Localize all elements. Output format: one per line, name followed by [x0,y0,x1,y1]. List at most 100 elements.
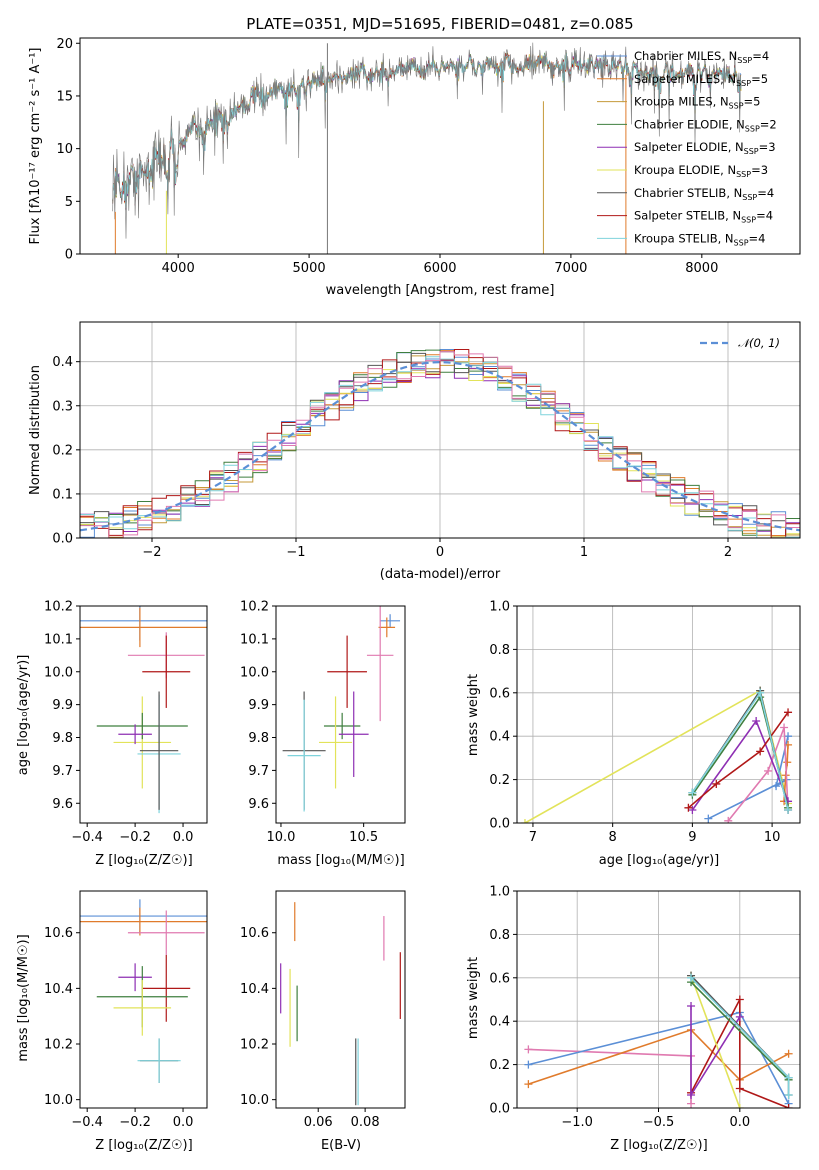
x-tick-label: −2 [142,545,161,560]
axes-frame [79,890,208,1109]
y-tick-label: 15 [56,89,73,104]
wAge-ylabel: mass weight [466,674,481,756]
plot-area [524,971,793,1108]
y-tick-label: 9.7 [52,764,73,779]
weight-point-marker [688,788,697,797]
x-tick-label: 10 [764,830,781,845]
x-tick-label: 10.0 [266,830,295,845]
weight-point-marker [784,1090,793,1099]
weight-point-marker [784,805,793,814]
weight-point-marker [684,803,693,812]
mass-vs-extinction-plot: E(B-V) 0.06 0.08 10.0 10.2 10.4 10.6 [240,890,406,1153]
axes-frame [79,605,208,824]
axes-frame [79,37,801,255]
weight-series-line [690,975,741,1108]
weight-point-marker [735,995,744,1004]
weight-point-marker [687,1090,696,1099]
y-tick-label: 9.9 [248,698,269,713]
weight-series-line [690,981,790,1081]
y-tick-label: 1.0 [489,885,510,900]
weight-series-line [690,999,789,1108]
y-tick-label: 0.0 [489,1102,510,1117]
y-tick-label: 9.7 [248,764,269,779]
legend-entry: Salpeter ELODIE, NSSP=3 [634,140,776,156]
weight-series-line [727,727,789,822]
weight-point-marker [687,973,696,982]
y-tick-label: 9.8 [52,731,73,746]
y-tick-label: 0.4 [52,355,73,370]
legend-entry: Kroupa MILES, NSSP=5 [634,95,760,111]
spectrum-xlabel: wavelength [Angstrom, rest frame] [326,283,555,298]
weight-point-marker [784,1104,793,1108]
y-tick-label: 1.0 [489,600,510,615]
weight-point-marker [704,814,713,823]
x-tick-label: −0.5 [643,1115,675,1130]
y-tick-label: 0.4 [489,730,510,745]
x-tick-label: −0.4 [71,830,103,845]
residual-histogram: (data-model)/error Normed distribution −… [28,321,801,582]
plot-area [80,349,800,538]
y-tick-label: 0.4 [489,1015,510,1030]
y-tick-label: 10.0 [44,1093,73,1108]
weight-point-marker [784,1073,793,1082]
weight-point-marker [687,1002,696,1011]
weight-point-marker [764,766,773,775]
y-tick-label: 10.6 [240,926,269,941]
axes-frame [516,605,801,824]
weight-point-marker [735,1104,744,1108]
ageZ-ylabel: age [log₁₀(age/yr)] [16,655,31,776]
y-tick-label: 0.8 [489,928,510,943]
y-tick-label: 0.8 [489,643,510,658]
weight-point-marker [756,688,765,697]
histogram-series [80,351,800,538]
y-tick-label: 10.2 [44,1038,73,1053]
weight-point-marker [784,1049,793,1058]
residual-ylabel: Normed distribution [28,365,43,495]
legend-entry: Chabrier STELIB, NSSP=4 [634,186,774,202]
y-tick-label: 9.6 [248,797,269,812]
y-tick-label: 0.2 [489,1058,510,1073]
weight-point-marker [524,1045,533,1054]
y-tick-label: 0.0 [52,532,73,547]
axes-frame [275,605,406,824]
x-tick-label: −1 [286,545,305,560]
y-tick-label: 10 [56,142,73,157]
mZ-xlabel: Z [log₁₀(Z/Z☉)] [95,1138,192,1153]
weight-point-marker [735,1012,744,1021]
wAge-xlabel: age [log₁₀(age/yr)] [599,853,720,868]
x-tick-label: 5000 [293,261,326,276]
x-tick-label: −0.2 [119,1115,151,1130]
plot-area [80,606,207,814]
mZ-ylabel: mass [log₁₀(M/M☉)] [16,934,31,1061]
weight-vs-metallicity-plot: Z [log₁₀(Z/Z☉)] mass weight −1.0 −0.5 0.0 0… [466,885,801,1153]
y-tick-label: 0.6 [489,971,510,986]
ageZ-xlabel: Z [log₁₀(Z/Z☉)] [95,853,192,868]
x-tick-label: 4000 [162,261,195,276]
weight-point-marker [756,747,765,756]
y-tick-label: 0.0 [489,817,510,832]
x-tick-label: 0.08 [351,1115,380,1130]
mE-xlabel: E(B-V) [321,1138,361,1153]
age-vs-mass-plot: mass [log₁₀(M/M☉)] 10.0 10.5 9.6 9.7 9.8 9.9 1… [240,600,406,868]
x-tick-label: 10.5 [349,830,378,845]
x-tick-label: −0.4 [71,1115,103,1130]
x-tick-label: −0.2 [119,830,151,845]
weight-point-marker [687,1099,696,1108]
y-tick-label: 10.2 [240,600,269,615]
mass-vs-metallicity-plot: Z [log₁₀(Z/Z☉)] mass [log₁₀(M/M☉)] −0.4 −… [16,890,208,1153]
weight-point-marker [772,782,781,791]
y-tick-label: 10.1 [44,632,73,647]
legend-entry: Kroupa ELODIE, NSSP=3 [634,163,768,179]
x-tick-label: 7000 [554,261,587,276]
wZ-ylabel: mass weight [466,957,481,1039]
y-tick-label: 0.1 [52,487,73,502]
weight-point-marker [780,723,789,732]
axes-frame [79,321,801,539]
plot-area [520,686,793,823]
y-tick-label: 0 [65,248,73,263]
legend-entry: Chabrier MILES, NSSP=4 [634,49,769,65]
plot-area [112,42,742,254]
plot-area [80,899,207,1083]
age-vs-metallicity-plot: Z [log₁₀(Z/Z☉)] age [log₁₀(age/yr)] −0.4… [16,600,208,868]
y-tick-label: 9.9 [52,698,73,713]
